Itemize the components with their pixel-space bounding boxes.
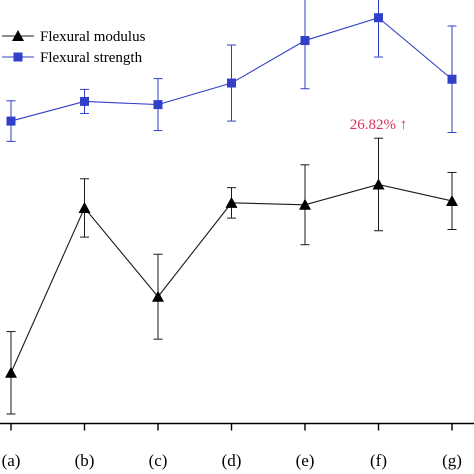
x-tick-label: (g) [442,451,462,470]
legend-item-flexural-strength: Flexural strength [2,50,143,66]
legend: Flexural modulus Flexural strength [2,29,146,66]
annotations: 20.16% ↑26.82% ↑ [350,117,408,133]
data-point [6,116,16,126]
data-point [446,194,458,206]
data-point [153,100,163,110]
legend-label: Flexural strength [40,50,143,66]
x-ticks: (a) (b) (c) (d) (e) (f) (g) [2,423,462,470]
x-tick-label: (e) [296,451,315,470]
annotation-label: 26.82% ↑ [350,117,408,133]
data-point [78,201,91,213]
data-point [372,178,385,190]
data-point [80,96,89,106]
x-tick-label: (d) [222,451,242,470]
legend-label: Flexural modulus [40,29,146,45]
series-layer [5,0,458,415]
x-tick-label: (a) [2,451,21,470]
error-bar [374,0,383,58]
x-tick-label: (c) [149,451,168,470]
data-point [152,290,164,302]
data-point [300,36,310,46]
data-point [374,13,383,23]
series-flexural-strength [6,0,457,142]
data-point [447,74,457,84]
legend-item-flexural-modulus: Flexural modulus [2,29,146,45]
x-tick-label: (f) [370,451,387,470]
data-point [227,78,236,88]
series-flexural-modulus [5,137,458,415]
data-point [5,366,17,378]
data-point [225,196,238,208]
legend-marker [12,30,24,41]
x-tick-label: (b) [75,451,95,470]
legend-marker [13,52,23,62]
data-point [299,198,311,210]
